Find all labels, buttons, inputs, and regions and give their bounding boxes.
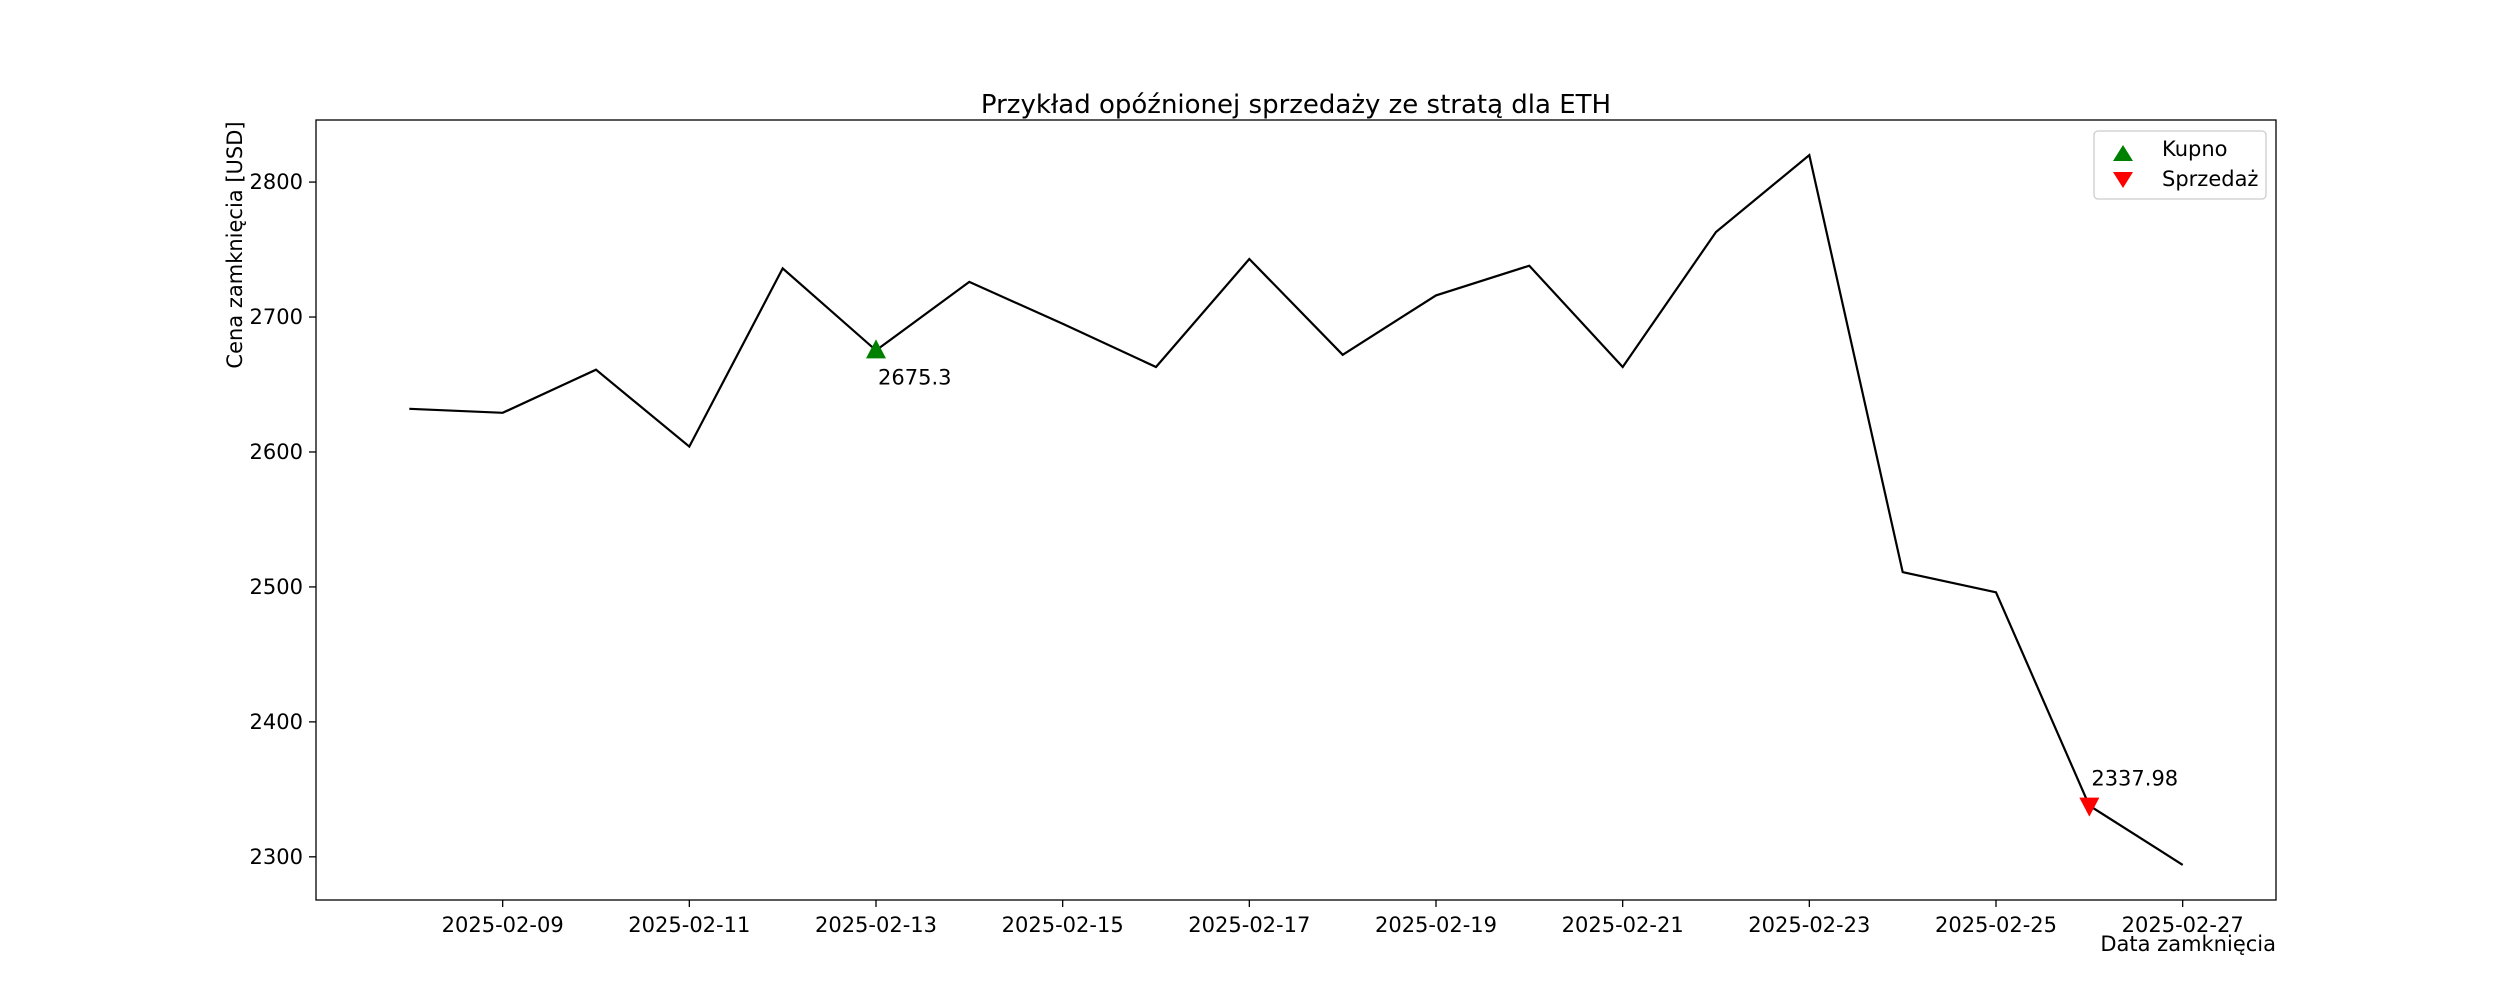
buy-annotation: 2675.3 bbox=[878, 365, 951, 389]
x-tick-label: 2025-02-17 bbox=[1188, 913, 1310, 937]
buy-marker bbox=[866, 339, 886, 359]
x-tick-label: 2025-02-13 bbox=[815, 913, 937, 937]
x-tick-label: 2025-02-11 bbox=[628, 913, 750, 937]
x-tick-label: 2025-02-15 bbox=[1002, 913, 1124, 937]
chart-title: Przykład opóźnionej sprzedaży ze stratą … bbox=[981, 90, 1611, 120]
legend-label-buy: Kupno bbox=[2162, 137, 2228, 161]
y-tick-label: 2300 bbox=[250, 845, 303, 869]
x-tick-label: 2025-02-27 bbox=[2122, 913, 2244, 937]
y-axis: 2300 2400 2500 2600 2700 2800 bbox=[250, 170, 316, 869]
x-axis-label: Data zamknięcia bbox=[2100, 932, 2276, 956]
legend-swatch-buy bbox=[2113, 145, 2133, 161]
marker-layer: 2675.3 2337.98 bbox=[866, 339, 2178, 817]
y-axis-label: Cena zamknięcia [USD] bbox=[223, 121, 247, 368]
y-tick-label: 2500 bbox=[250, 575, 303, 599]
series-layer bbox=[409, 153, 2184, 866]
y-tick-label: 2700 bbox=[250, 305, 303, 329]
x-axis: 2025-02-09 2025-02-11 2025-02-13 2025-02-15… bbox=[442, 900, 2244, 937]
y-tick-label: 2800 bbox=[250, 170, 303, 194]
x-tick-label: 2025-02-09 bbox=[442, 913, 564, 937]
legend: Kupno Sprzedaż bbox=[2093, 130, 2267, 200]
x-tick-label: 2025-02-21 bbox=[1562, 913, 1684, 937]
y-tick-label: 2600 bbox=[250, 440, 303, 464]
price-line bbox=[409, 153, 2184, 866]
sell-annotation: 2337.98 bbox=[2091, 767, 2178, 791]
y-tick-label: 2400 bbox=[250, 710, 303, 734]
x-tick-label: 2025-02-19 bbox=[1375, 913, 1497, 937]
legend-box bbox=[2093, 130, 2267, 200]
legend-swatch-sell bbox=[2113, 172, 2133, 188]
legend-label-sell: Sprzedaż bbox=[2162, 167, 2258, 191]
plot-area bbox=[315, 119, 2277, 901]
x-tick-label: 2025-02-25 bbox=[1935, 913, 2057, 937]
x-tick-label: 2025-02-23 bbox=[1748, 913, 1870, 937]
sell-marker bbox=[2079, 797, 2100, 817]
